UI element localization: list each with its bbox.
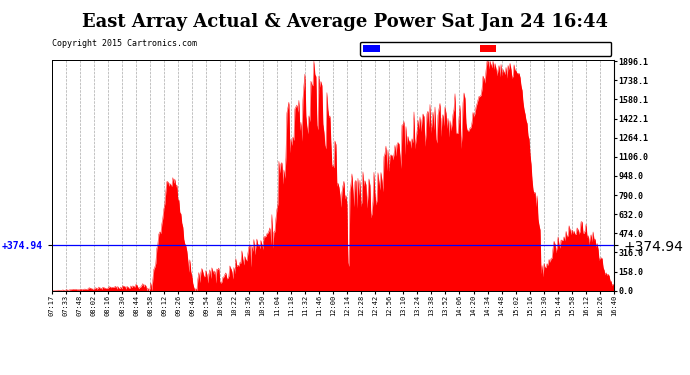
Text: East Array Actual & Average Power Sat Jan 24 16:44: East Array Actual & Average Power Sat Ja… xyxy=(82,13,608,31)
Text: Copyright 2015 Cartronics.com: Copyright 2015 Cartronics.com xyxy=(52,39,197,48)
Legend: Average  (DC Watts), East Array  (DC Watts): Average (DC Watts), East Array (DC Watts… xyxy=(360,42,611,56)
